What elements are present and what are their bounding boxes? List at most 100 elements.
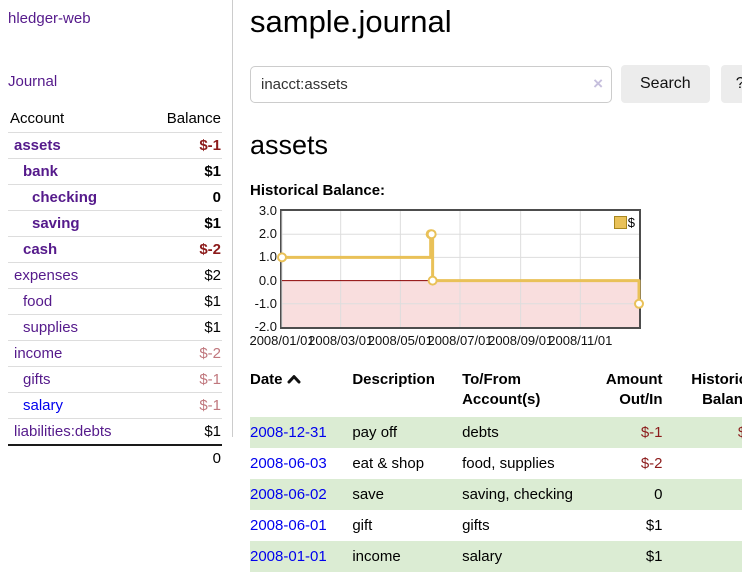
- txn-accounts: saving, checking: [462, 485, 573, 503]
- register-row: 2008-06-01 gift gifts $1 $2: [250, 510, 742, 541]
- txn-date-link[interactable]: 2008-01-01: [250, 547, 327, 565]
- x-tick-label: 2008/07/01: [427, 333, 493, 348]
- chart-plot-area: $: [277, 209, 644, 329]
- account-link[interactable]: income: [14, 345, 63, 362]
- account-balance: $-1: [145, 392, 222, 419]
- accounts-table: Account Balance assets $-1 bank $1 check…: [8, 106, 222, 471]
- txn-accounts: debts: [462, 423, 499, 441]
- txn-balance: $-1: [663, 417, 742, 448]
- accounts-total: 0: [145, 444, 222, 471]
- txn-date-link[interactable]: 2008-12-31: [250, 423, 327, 441]
- register-row: 2008-06-03 eat & shop food, supplies $-2…: [250, 448, 742, 479]
- account-balance: $-1: [145, 366, 222, 393]
- sort-ascending-icon: [287, 370, 301, 390]
- register-row: 2008-06-02 save saving, checking 0 $2: [250, 478, 742, 510]
- register-header-accounts: To/From Account(s): [462, 371, 541, 409]
- y-tick-label: 2.0: [258, 226, 277, 242]
- account-link[interactable]: salary: [23, 397, 64, 414]
- search-button[interactable]: Search: [621, 65, 710, 103]
- account-row-salary: salary $-1: [8, 392, 222, 419]
- account-row-food: food $1: [8, 288, 222, 315]
- account-link[interactable]: gifts: [23, 371, 51, 388]
- account-row-bank: bank $1: [8, 158, 222, 185]
- account-column-header: Account: [8, 106, 146, 133]
- account-row-liabilities-debts: liabilities:debts $1: [8, 418, 222, 446]
- main-content: sample.journal × Search ? assets Histori…: [233, 0, 742, 572]
- search-input[interactable]: [250, 65, 612, 103]
- y-tick-label: 1.0: [258, 249, 277, 265]
- y-tick-label: -1.0: [254, 295, 277, 311]
- header-date-label: Date: [250, 371, 283, 388]
- register-header-description: Description: [352, 371, 435, 388]
- accounts-header-row: Account Balance: [8, 106, 222, 133]
- register-header-row: Date Description To/From Account(s) Amou…: [250, 368, 742, 417]
- account-balance: $1: [145, 158, 222, 185]
- legend-swatch-icon: [613, 216, 627, 229]
- app-brand: hledger-web: [8, 10, 222, 27]
- txn-accounts: food, supplies: [462, 454, 555, 472]
- account-link[interactable]: saving: [32, 215, 80, 232]
- x-tick-label: 2008/05/01: [367, 333, 433, 348]
- legend-label: $: [627, 215, 635, 230]
- account-row-assets: assets $-1: [8, 132, 222, 159]
- account-heading: assets: [250, 130, 329, 160]
- account-link[interactable]: food: [23, 293, 53, 310]
- register-header-date[interactable]: Date: [250, 368, 352, 417]
- account-row-checking: checking 0: [8, 184, 222, 211]
- account-balance: $1: [145, 418, 222, 446]
- txn-amount: $-2: [640, 454, 663, 472]
- txn-date-link[interactable]: 2008-06-02: [250, 485, 327, 503]
- x-tick-label: 2008/11/01: [548, 333, 613, 348]
- chart-heading: Historical Balance:: [250, 182, 386, 199]
- account-link[interactable]: checking: [32, 189, 98, 206]
- txn-description: pay off: [352, 423, 398, 441]
- balance-column-header: Balance: [145, 106, 222, 133]
- account-row-saving: saving $1: [8, 210, 222, 237]
- account-balance: $-2: [145, 236, 222, 263]
- txn-accounts: salary: [462, 547, 503, 565]
- txn-description: eat & shop: [352, 454, 425, 472]
- register-table: Date Description To/From Account(s) Amou…: [250, 368, 742, 572]
- search-form: × Search ?: [250, 65, 742, 103]
- account-balance: $-1: [145, 132, 222, 159]
- balance-chart-svg: [277, 211, 644, 327]
- account-link[interactable]: assets: [14, 137, 61, 154]
- txn-amount: 0: [654, 485, 663, 503]
- txn-date-link[interactable]: 2008-06-03: [250, 454, 327, 472]
- txn-description: save: [352, 485, 385, 503]
- account-balance: $1: [145, 210, 222, 237]
- register-row: 2008-12-31 pay off debts $-1 $-1: [250, 416, 742, 448]
- account-link[interactable]: bank: [23, 163, 59, 180]
- x-tick-label: 2008/09/01: [488, 333, 554, 348]
- chart-legend: $: [613, 215, 635, 230]
- txn-amount: $-1: [640, 423, 663, 441]
- txn-date-link[interactable]: 2008-06-01: [250, 516, 327, 534]
- x-tick-label: 2008/03/01: [308, 333, 374, 348]
- clear-search-icon[interactable]: ×: [593, 73, 603, 93]
- y-tick-label: -2.0: [254, 319, 277, 334]
- txn-accounts: gifts: [462, 516, 490, 534]
- account-balance: $1: [145, 288, 222, 315]
- account-balance: 0: [145, 184, 222, 211]
- txn-balance: 0: [663, 448, 742, 479]
- help-button[interactable]: ?: [720, 65, 742, 103]
- nav-journal-link[interactable]: Journal: [8, 73, 58, 90]
- y-tick-label: 3.0: [258, 203, 277, 218]
- account-link[interactable]: cash: [23, 241, 58, 258]
- txn-balance: $2: [663, 479, 742, 510]
- account-link[interactable]: liabilities:debts: [14, 423, 112, 440]
- account-row-cash: cash $-2: [8, 236, 222, 263]
- register-row: 2008-01-01 income salary $1 $1: [250, 540, 742, 572]
- accounts-total-row: 0: [8, 444, 222, 471]
- account-row-gifts: gifts $-1: [8, 366, 222, 393]
- page-title: sample.journal: [250, 4, 452, 39]
- app-brand-link[interactable]: hledger-web: [8, 10, 91, 27]
- account-link[interactable]: supplies: [23, 319, 79, 336]
- account-link[interactable]: expenses: [14, 267, 79, 284]
- account-row-income: income $-2: [8, 340, 222, 367]
- account-balance: $1: [145, 314, 222, 341]
- register-header-amount: Amount Out/In: [605, 371, 663, 409]
- account-balance: $2: [145, 262, 222, 289]
- register-header-balance: Historical Balance: [691, 371, 742, 409]
